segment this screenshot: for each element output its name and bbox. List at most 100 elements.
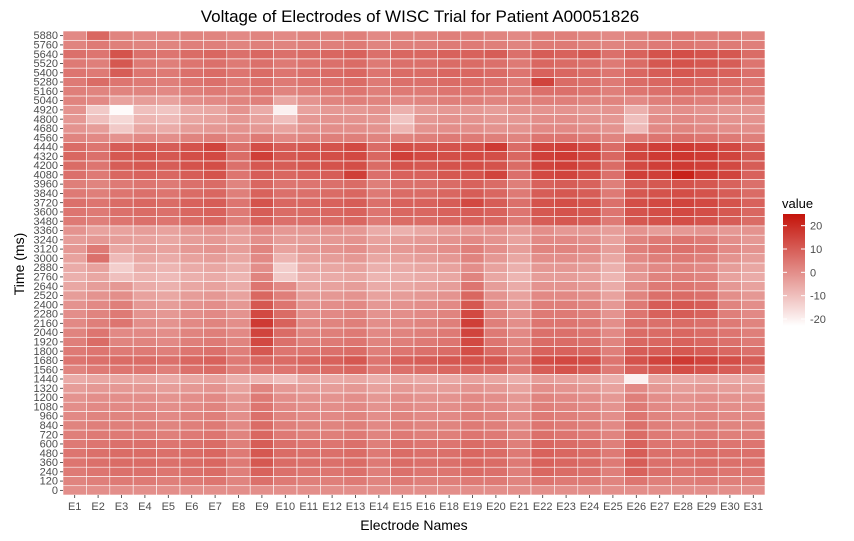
- heatmap-cell: [62, 262, 87, 273]
- heatmap-cell: [460, 123, 485, 134]
- heatmap-cell: [320, 355, 345, 366]
- heatmap-cell: [530, 299, 555, 310]
- heatmap-cell: [600, 457, 625, 468]
- heatmap-cell: [694, 197, 719, 208]
- heatmap-cell: [413, 336, 438, 347]
- heatmap-cell: [249, 309, 274, 319]
- heatmap-cell: [179, 281, 204, 292]
- heatmap-cell: [296, 253, 321, 264]
- heatmap-cell: [179, 160, 204, 171]
- heatmap-cell: [132, 374, 157, 384]
- heatmap-cell: [530, 216, 555, 227]
- heatmap-cell: [390, 160, 415, 171]
- heatmap-cell: [413, 476, 438, 487]
- heatmap-cell: [86, 123, 111, 134]
- heatmap-cell: [460, 374, 485, 384]
- heatmap-cell: [437, 346, 462, 357]
- heatmap-cell: [530, 253, 555, 264]
- heatmap-cell: [554, 244, 579, 255]
- heatmap-cell: [179, 439, 204, 449]
- heatmap-cell: [694, 383, 719, 394]
- heatmap-cell: [343, 318, 368, 329]
- heatmap-cell: [156, 142, 181, 152]
- heatmap-cell: [624, 457, 649, 468]
- heatmap-cell: [296, 142, 321, 152]
- heatmap-cell: [132, 355, 157, 366]
- heatmap-cell: [600, 132, 625, 143]
- heatmap-cell: [109, 95, 134, 106]
- heatmap-cell: [413, 160, 438, 171]
- y-tick-label: 2520: [34, 290, 58, 302]
- x-tick-label: E13: [346, 501, 366, 513]
- x-tick-label: E21: [510, 501, 530, 513]
- heatmap-cell: [530, 114, 555, 125]
- heatmap-cell: [413, 86, 438, 97]
- heatmap-cell: [179, 364, 204, 375]
- heatmap-cell: [62, 485, 87, 496]
- heatmap-cell: [86, 142, 111, 152]
- heatmap-cell: [671, 364, 696, 375]
- heatmap-cell: [273, 188, 298, 199]
- heatmap-cell: [366, 39, 391, 50]
- heatmap-cell: [366, 234, 391, 245]
- heatmap-cell: [179, 169, 204, 180]
- heatmap-cell: [413, 327, 438, 338]
- heatmap-cell: [249, 104, 274, 115]
- heatmap-cell: [203, 439, 228, 449]
- heatmap-cell: [366, 49, 391, 60]
- heatmap-cell: [320, 336, 345, 347]
- y-tick-label: 720: [40, 429, 58, 441]
- heatmap-cell: [343, 457, 368, 468]
- heatmap-cell: [577, 485, 602, 496]
- heatmap-cell: [507, 318, 532, 329]
- heatmap-cell: [671, 188, 696, 199]
- heatmap-cell: [179, 336, 204, 347]
- heatmap-cell: [109, 216, 134, 227]
- y-tick-label: 3120: [34, 244, 58, 256]
- heatmap-cell: [62, 114, 87, 125]
- heatmap-cell: [694, 104, 719, 115]
- heatmap-cell: [554, 132, 579, 143]
- heatmap-cell: [203, 244, 228, 255]
- heatmap-cell: [273, 49, 298, 60]
- heatmap-cell: [624, 188, 649, 199]
- heatmap-cell: [530, 346, 555, 357]
- heatmap-cell: [179, 39, 204, 50]
- heatmap-cell: [577, 30, 602, 41]
- heatmap-cell: [577, 179, 602, 190]
- heatmap-cell: [554, 169, 579, 180]
- heatmap-cell: [132, 77, 157, 87]
- heatmap-cell: [507, 346, 532, 357]
- heatmap-cell: [554, 457, 579, 468]
- heatmap-cell: [460, 77, 485, 87]
- heatmap-cell: [741, 392, 766, 403]
- heatmap-cell: [203, 262, 228, 273]
- heatmap-cell: [717, 336, 742, 347]
- heatmap-cell: [203, 197, 228, 208]
- heatmap-cell: [366, 290, 391, 301]
- heatmap-cell: [296, 123, 321, 134]
- heatmap-cell: [413, 439, 438, 449]
- heatmap-cell: [179, 188, 204, 199]
- heatmap-cell: [671, 225, 696, 236]
- heatmap-cell: [413, 216, 438, 227]
- heatmap-cell: [460, 207, 485, 217]
- heatmap-cell: [483, 364, 508, 375]
- heatmap-cell: [273, 179, 298, 190]
- heatmap-cell: [741, 355, 766, 366]
- heatmap-cell: [671, 77, 696, 87]
- heatmap-cell: [437, 476, 462, 487]
- heatmap-cell: [694, 123, 719, 134]
- heatmap-cell: [226, 151, 251, 162]
- heatmap-cell: [273, 457, 298, 468]
- heatmap-cell: [507, 290, 532, 301]
- heatmap-cell: [249, 401, 274, 412]
- y-tick-label: 3600: [34, 207, 58, 219]
- heatmap-cell: [717, 67, 742, 78]
- heatmap-cell: [343, 95, 368, 106]
- heatmap-cell: [647, 197, 672, 208]
- y-tick-label: 1560: [34, 364, 58, 376]
- heatmap-cell: [62, 290, 87, 301]
- heatmap-cell: [273, 77, 298, 87]
- heatmap-cell: [460, 49, 485, 60]
